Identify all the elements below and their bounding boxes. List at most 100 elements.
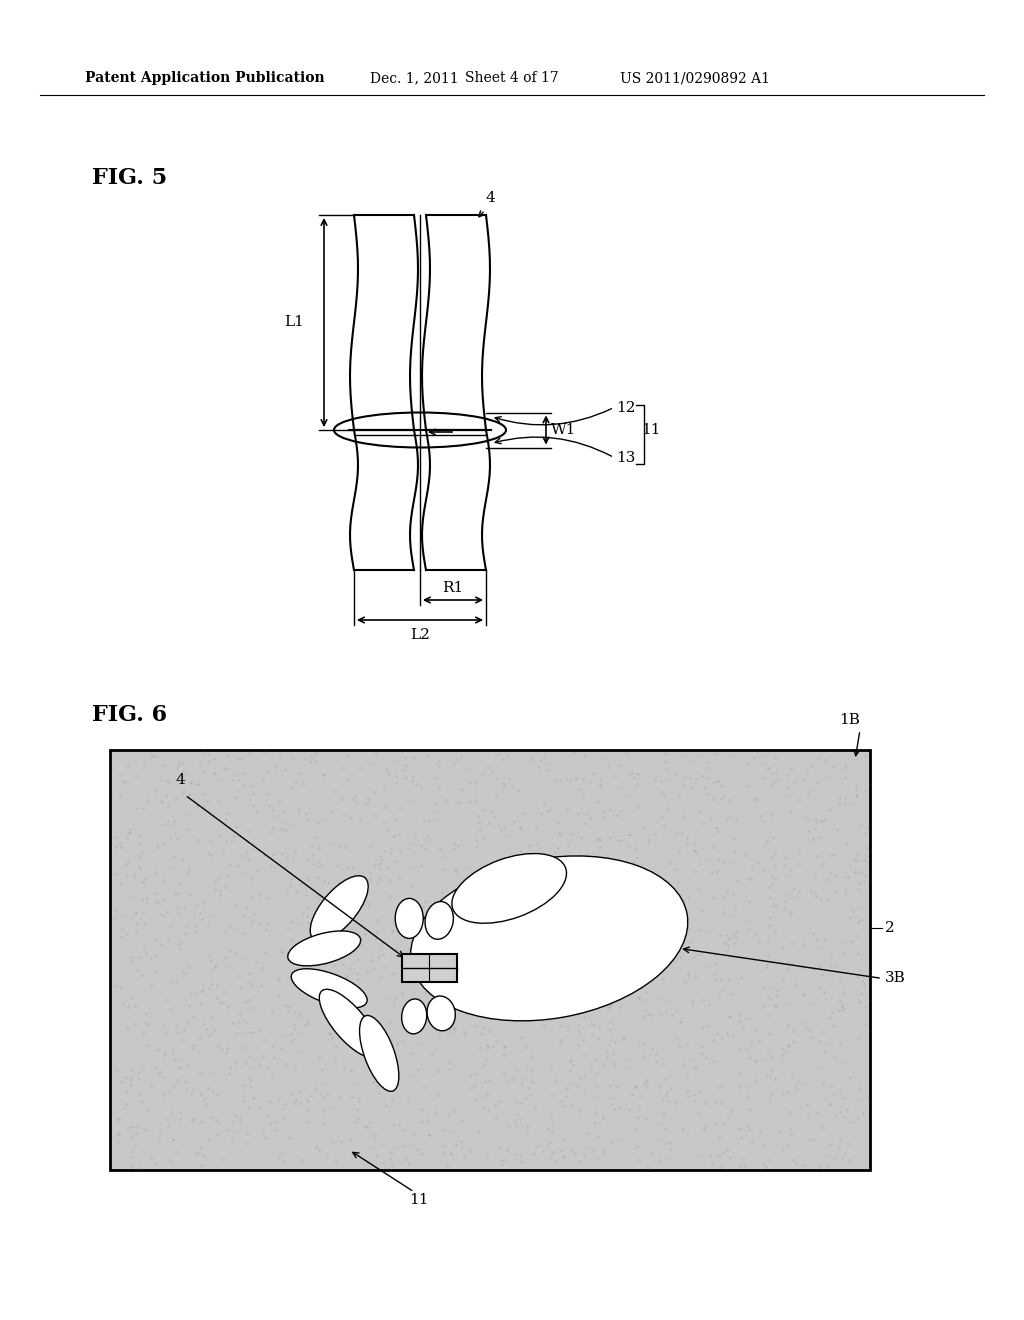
Point (452, 1001, 468, 1022)
Point (778, 776, 795, 797)
Point (215, 1148, 231, 1170)
Point (566, 742, 583, 763)
Point (311, 851, 328, 873)
Point (786, 771, 803, 792)
Point (532, 903, 549, 924)
Point (319, 906, 336, 927)
Point (784, 933, 801, 954)
Point (615, 870, 632, 891)
Point (278, 994, 294, 1015)
Point (638, 981, 654, 1002)
Point (113, 836, 129, 857)
Point (252, 1019, 268, 1040)
Point (152, 1119, 168, 1140)
Point (368, 928, 384, 949)
Point (677, 746, 693, 767)
Point (136, 867, 153, 888)
Point (543, 1131, 559, 1152)
Point (545, 978, 561, 999)
Point (404, 933, 421, 954)
Point (323, 800, 339, 821)
Point (469, 807, 485, 828)
Point (317, 809, 334, 830)
Point (763, 952, 779, 973)
Point (118, 1067, 134, 1088)
Point (588, 1049, 604, 1071)
Point (432, 890, 449, 911)
Point (376, 841, 392, 862)
Point (624, 890, 640, 911)
Point (150, 1063, 166, 1084)
Point (652, 952, 669, 973)
Point (638, 1107, 654, 1129)
Point (265, 843, 282, 865)
Point (369, 1144, 385, 1166)
Point (477, 1072, 494, 1093)
Point (294, 966, 310, 987)
Point (371, 1082, 387, 1104)
Point (788, 1152, 805, 1173)
Point (113, 978, 129, 999)
Point (490, 814, 507, 836)
Point (519, 1119, 536, 1140)
Point (629, 837, 645, 858)
Point (850, 879, 866, 900)
Point (575, 1144, 592, 1166)
Point (515, 857, 531, 878)
Point (592, 836, 608, 857)
Point (798, 807, 814, 828)
Point (728, 920, 744, 941)
Point (680, 965, 696, 986)
Point (596, 865, 612, 886)
Point (210, 768, 226, 789)
Point (472, 1038, 488, 1059)
Point (571, 925, 588, 946)
Point (756, 977, 772, 998)
Point (630, 775, 646, 796)
Point (590, 792, 606, 813)
Point (186, 920, 203, 941)
Point (517, 968, 534, 989)
Point (377, 796, 393, 817)
Point (168, 1015, 184, 1036)
Point (372, 846, 388, 867)
Point (332, 873, 348, 894)
Point (695, 990, 712, 1011)
Point (195, 974, 211, 995)
Point (667, 928, 683, 949)
Point (506, 979, 522, 1001)
Point (848, 774, 864, 795)
Point (666, 950, 682, 972)
Point (730, 1077, 746, 1098)
Point (123, 1142, 139, 1163)
Point (362, 836, 379, 857)
Point (467, 1016, 483, 1038)
Point (625, 966, 641, 987)
Point (382, 1148, 398, 1170)
Point (154, 770, 170, 791)
Point (291, 763, 307, 784)
Point (849, 783, 865, 804)
Point (375, 1134, 391, 1155)
Point (758, 833, 774, 854)
Point (368, 742, 384, 763)
Point (370, 853, 386, 874)
Point (436, 1135, 453, 1156)
Point (570, 1005, 587, 1026)
Point (647, 1051, 664, 1072)
Point (645, 962, 662, 983)
Point (270, 1089, 287, 1110)
Point (652, 1113, 669, 1134)
Point (288, 771, 304, 792)
Point (610, 777, 627, 799)
Point (350, 936, 367, 957)
Point (218, 803, 234, 824)
Point (381, 763, 397, 784)
Point (489, 919, 506, 940)
Point (420, 809, 436, 830)
Point (348, 979, 365, 1001)
Point (232, 1111, 249, 1133)
Point (481, 1071, 498, 1092)
Point (425, 896, 441, 917)
Point (351, 1010, 368, 1031)
